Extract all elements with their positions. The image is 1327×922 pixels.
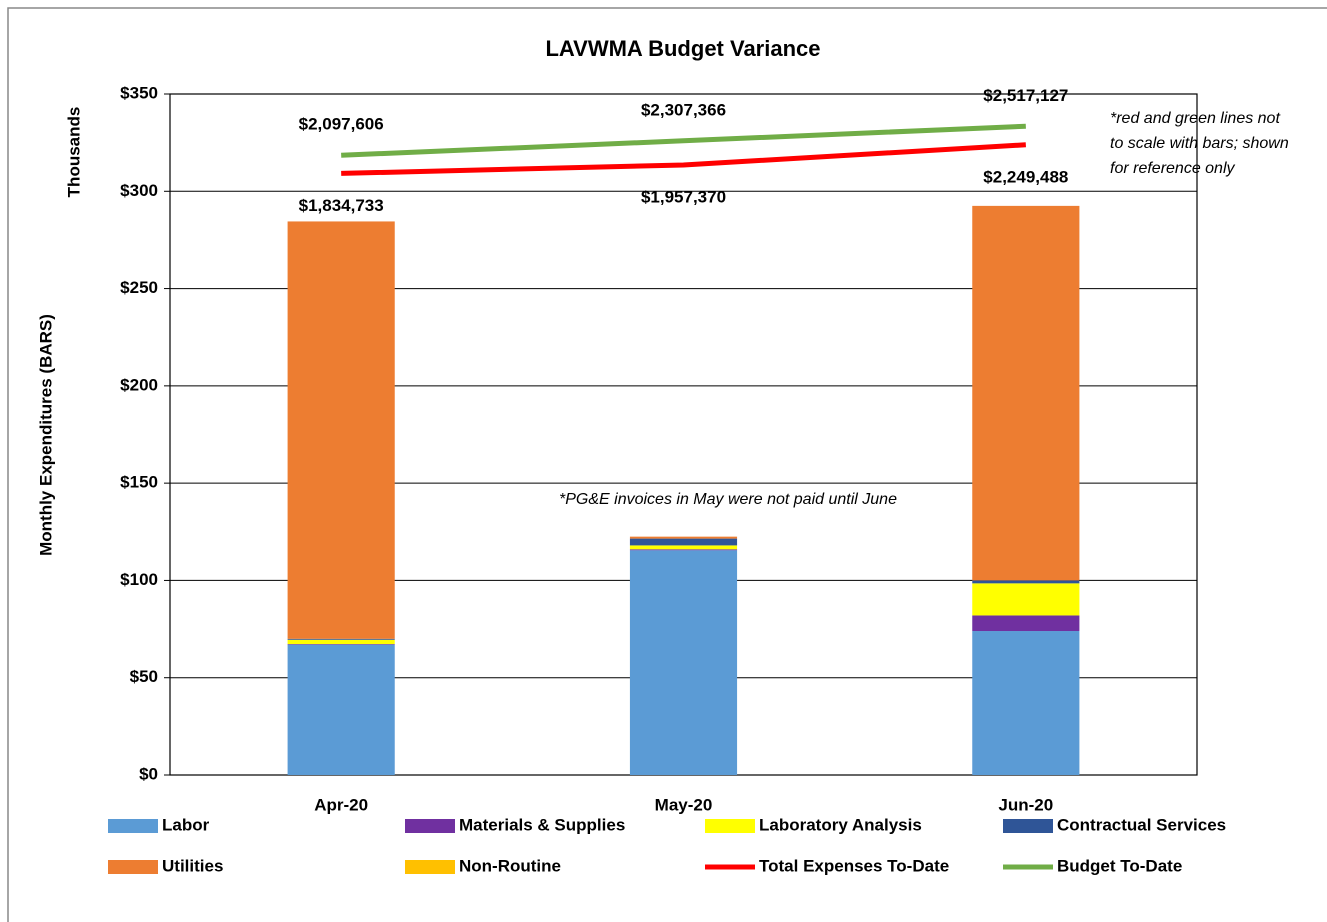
bar-segment: [287, 644, 395, 645]
x-tick-label: Apr-20: [314, 795, 368, 814]
y-tick-label: $0: [139, 764, 158, 783]
legend-swatch: [405, 819, 455, 833]
y-tick-label: $200: [120, 375, 158, 394]
bar-segment: [287, 638, 395, 640]
bar-segment: [972, 583, 1080, 616]
legend-swatch: [108, 819, 158, 833]
data-label: $1,957,370: [641, 187, 726, 206]
bar-segment: [629, 545, 738, 550]
legend-label: Contractual Services: [1057, 815, 1226, 834]
legend-label: Labor: [162, 815, 210, 834]
legend-swatch: [1003, 819, 1053, 833]
y-tick-label: $350: [120, 83, 158, 102]
bar-segment: [972, 631, 1080, 775]
y-tick-label: $50: [130, 667, 158, 686]
bar-segment: [629, 536, 738, 539]
bar-segment: [287, 644, 395, 775]
bar-segment: [629, 550, 738, 775]
chart-title: LAVWMA Budget Variance: [545, 36, 820, 61]
legend-label: Budget To-Date: [1057, 856, 1182, 875]
y-tick-label: $250: [120, 278, 158, 297]
y-tick-label: $300: [120, 181, 158, 200]
line: [341, 123, 1026, 158]
legend-label: Laboratory Analysis: [759, 815, 922, 834]
y-tick-label: $150: [120, 473, 158, 492]
bar-segment: [287, 221, 395, 639]
annotation: *PG&E invoices in May were not paid unti…: [559, 491, 897, 508]
y-axis-label: Monthly Expenditures (BARS): [36, 314, 55, 556]
bar-segment: [972, 205, 1080, 581]
legend-label: Materials & Supplies: [459, 815, 625, 834]
annotation: *red and green lines not: [1110, 110, 1280, 127]
x-tick-label: May-20: [655, 795, 713, 814]
bar-segment: [287, 639, 395, 645]
line: [341, 142, 1026, 176]
legend-swatch: [405, 860, 455, 874]
bar-segment: [629, 538, 738, 546]
data-label: $2,249,488: [983, 167, 1068, 186]
data-label: $2,307,366: [641, 100, 726, 119]
data-label: $1,834,733: [299, 196, 384, 215]
data-label: $2,517,127: [983, 86, 1068, 105]
legend-swatch: [705, 819, 755, 833]
annotation: for reference only: [1110, 160, 1236, 177]
bar-segment: [629, 549, 738, 551]
bar-segment: [972, 615, 1080, 632]
bar-segment: [972, 580, 1080, 584]
annotation: to scale with bars; shown: [1110, 135, 1289, 152]
x-tick-label: Jun-20: [998, 795, 1053, 814]
data-label: $2,097,606: [299, 115, 384, 134]
legend-label: Non-Routine: [459, 856, 561, 875]
legend-label: Total Expenses To-Date: [759, 856, 949, 875]
legend-label: Utilities: [162, 856, 223, 875]
y-unit-label: Thousands: [64, 107, 83, 198]
y-tick-label: $100: [120, 570, 158, 589]
legend-swatch: [108, 860, 158, 874]
